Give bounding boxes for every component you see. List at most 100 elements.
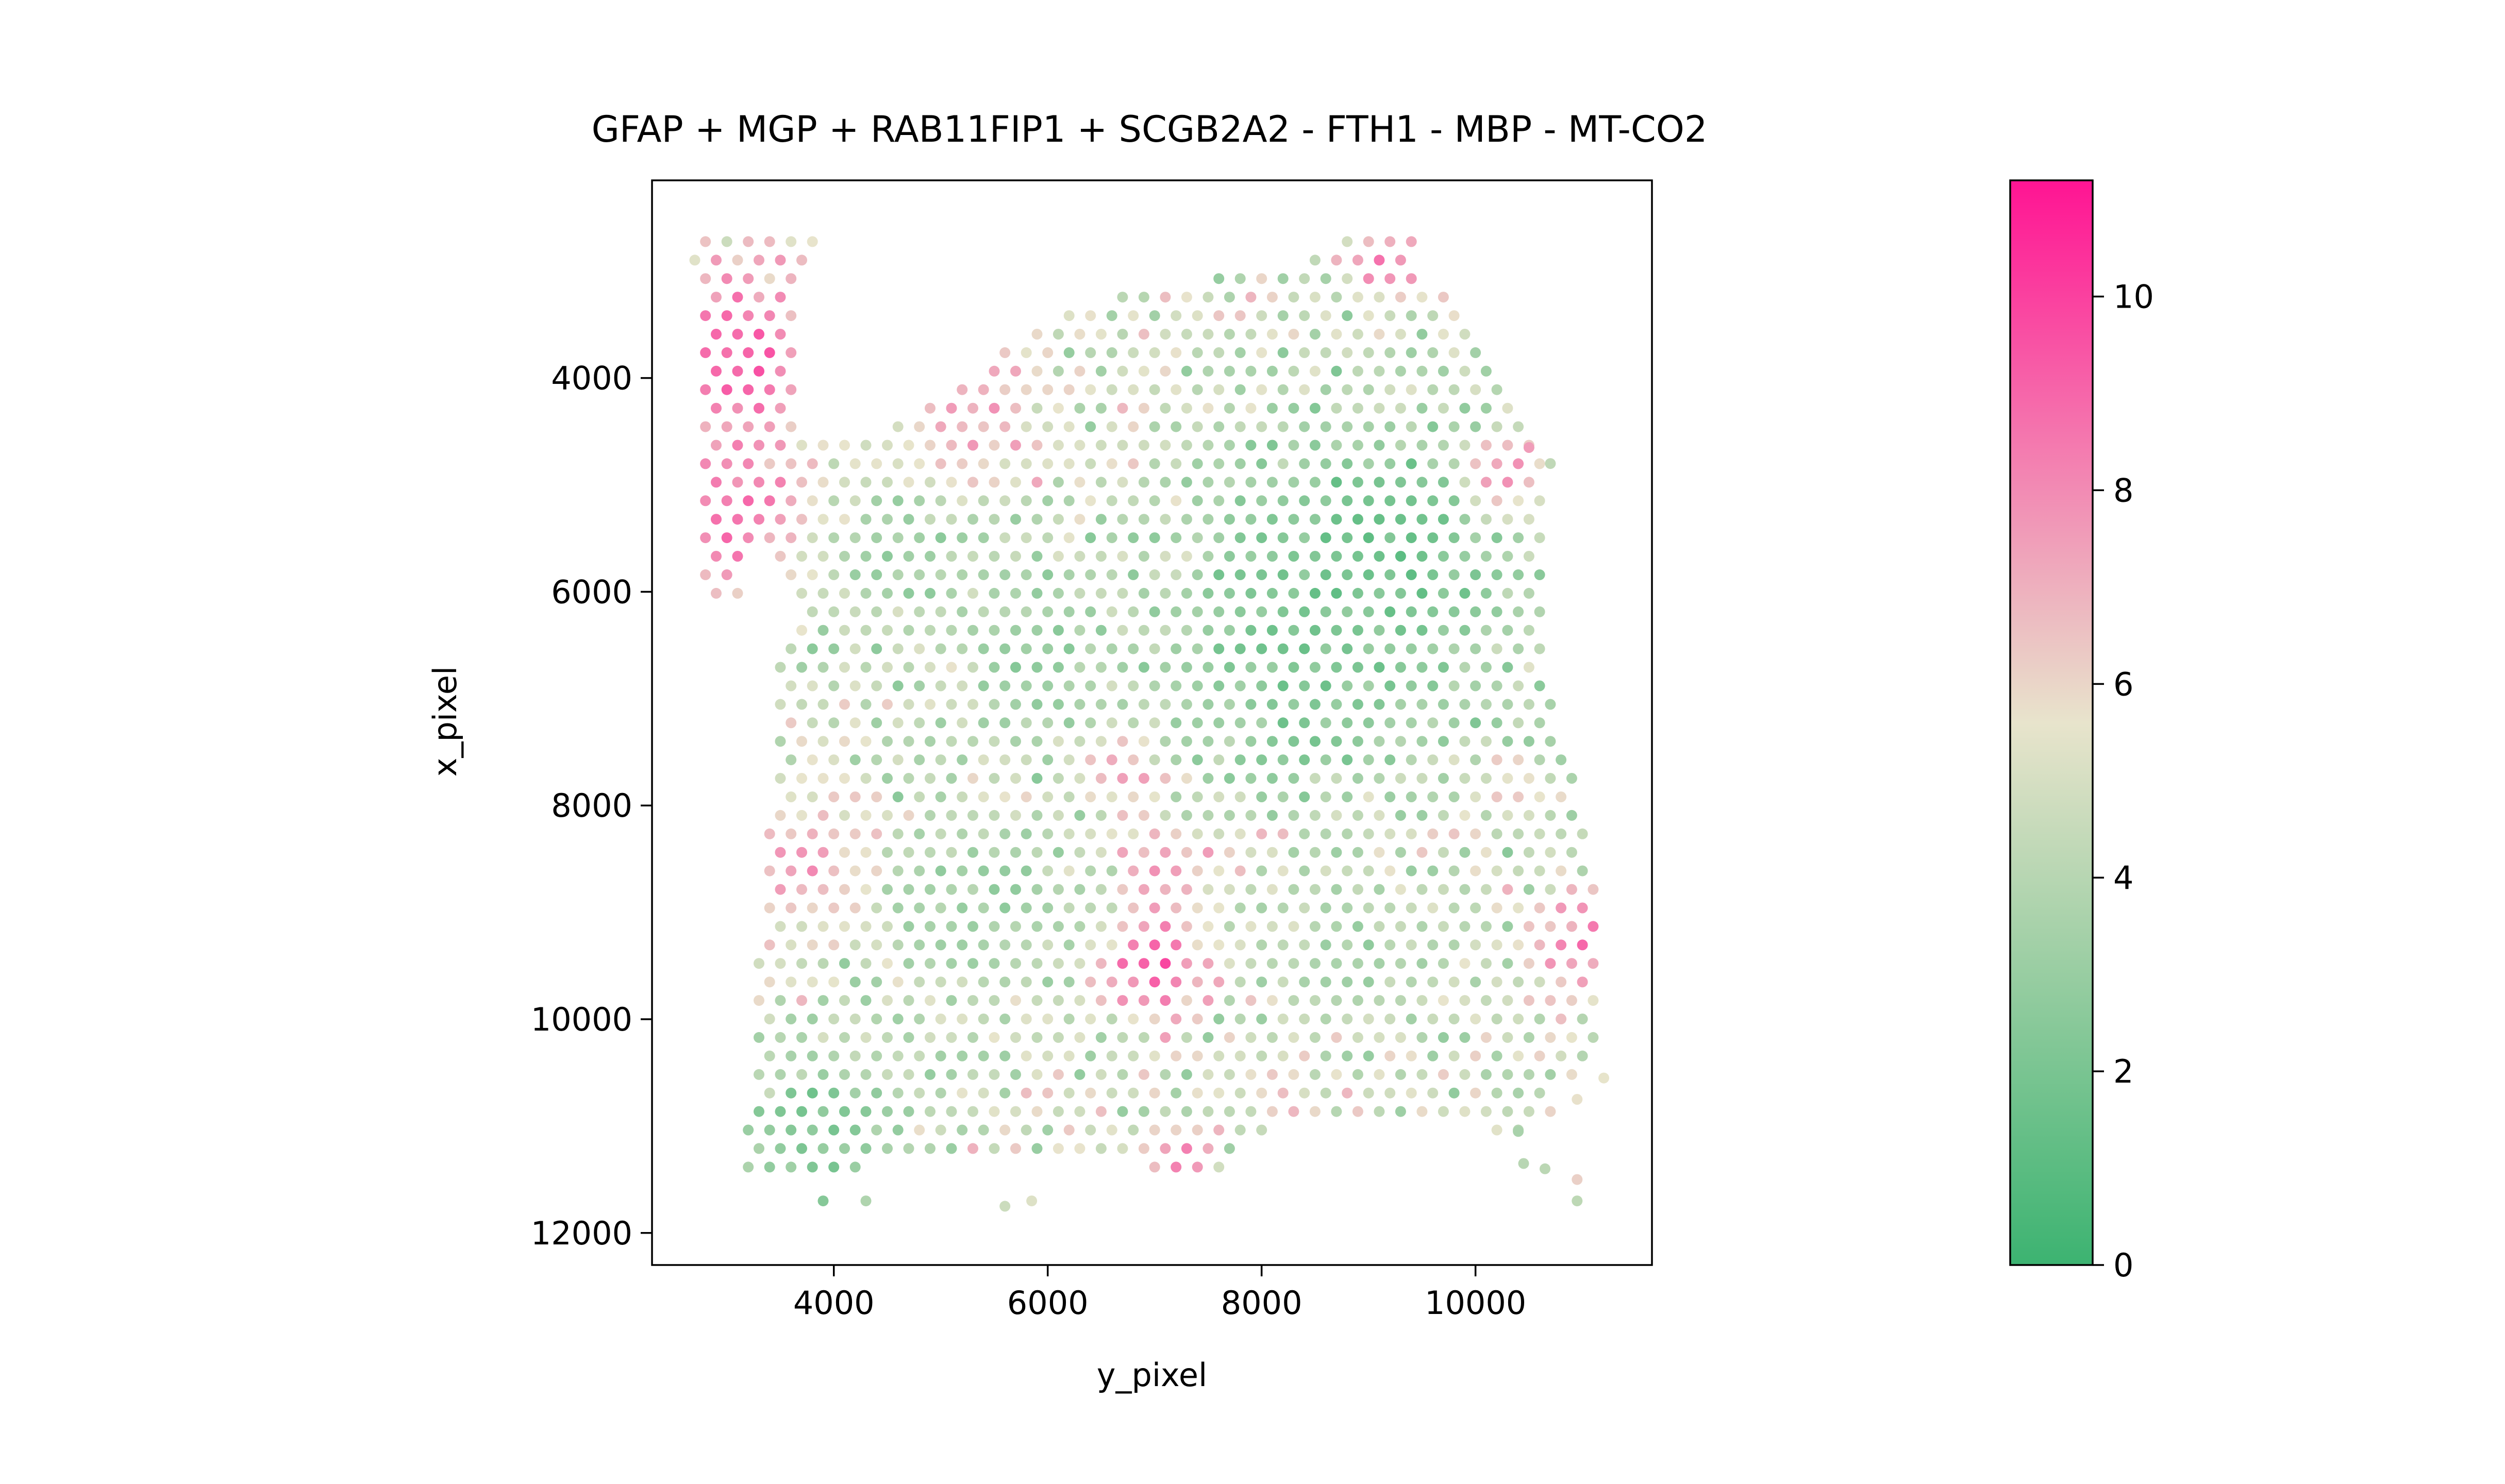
- spot-point: [1363, 458, 1374, 469]
- plot-frame: [651, 179, 1653, 1266]
- spot-point: [1277, 495, 1289, 507]
- spot-point: [935, 717, 946, 729]
- spot-point: [1095, 810, 1107, 821]
- spot-point: [860, 773, 872, 784]
- spot-point: [1480, 1106, 1492, 1117]
- spot-point: [1342, 236, 1353, 247]
- spot-point: [978, 865, 989, 876]
- spot-point: [1095, 329, 1107, 340]
- spot-point: [957, 643, 968, 654]
- spot-point: [700, 532, 711, 544]
- spot-point: [1074, 736, 1086, 747]
- spot-point: [1138, 699, 1149, 710]
- spot-point: [925, 736, 936, 747]
- spot-point: [1074, 773, 1086, 784]
- spot-point: [1085, 458, 1096, 469]
- spot-point: [1534, 495, 1545, 507]
- spot-point: [1470, 902, 1481, 914]
- spot-point: [935, 606, 946, 617]
- spot-point: [1181, 477, 1192, 488]
- spot-point: [1203, 847, 1214, 858]
- spot-point: [1459, 736, 1471, 747]
- spot-point: [989, 551, 1000, 562]
- spot-point: [1384, 236, 1396, 247]
- spot-point: [807, 569, 818, 580]
- spot-point: [1406, 902, 1417, 914]
- spot-point: [1331, 255, 1342, 266]
- spot-point: [1245, 662, 1257, 673]
- spot-point: [1213, 680, 1225, 692]
- spot-point: [1053, 699, 1064, 710]
- spot-point: [711, 292, 722, 303]
- spot-point: [1128, 791, 1139, 802]
- spot-point: [1513, 606, 1524, 617]
- spot-point: [957, 1087, 968, 1099]
- spot-point: [871, 1014, 882, 1024]
- spot-point: [828, 717, 840, 729]
- y-axis-label: x_pixel: [426, 666, 464, 777]
- spot-point: [1480, 625, 1492, 636]
- spot-point: [1021, 458, 1032, 469]
- spot-point: [1299, 606, 1310, 617]
- spot-point: [1438, 365, 1449, 377]
- spot-point: [1149, 717, 1160, 729]
- spot-point: [1288, 847, 1299, 858]
- spot-point: [807, 606, 818, 617]
- spot-point: [775, 551, 786, 562]
- spot-point: [828, 902, 840, 914]
- spot-point: [817, 995, 829, 1006]
- spot-point: [1128, 680, 1139, 692]
- spot-point: [914, 902, 925, 914]
- spot-point: [1299, 1087, 1310, 1099]
- spot-point: [1234, 828, 1246, 839]
- spot-point: [1224, 995, 1235, 1006]
- spot-point: [1224, 884, 1235, 895]
- spot-point: [1374, 958, 1385, 969]
- spot-point: [1053, 551, 1064, 562]
- spot-point: [1234, 273, 1246, 284]
- spot-point: [860, 1069, 872, 1080]
- spot-point: [1416, 514, 1428, 525]
- spot-point: [1138, 921, 1149, 932]
- spot-point: [1374, 847, 1385, 858]
- spot-point: [1523, 1069, 1534, 1080]
- spot-point: [700, 421, 711, 432]
- spot-point: [903, 810, 914, 821]
- spot-point: [1363, 680, 1374, 692]
- spot-point: [1416, 995, 1428, 1006]
- x-tick-label: 4000: [793, 1284, 875, 1322]
- spot-point: [775, 514, 786, 525]
- spot-point: [1149, 976, 1160, 988]
- spot-point: [754, 958, 764, 969]
- spot-point: [946, 958, 957, 969]
- spot-point: [1213, 828, 1225, 839]
- spot-point: [1224, 440, 1235, 451]
- spot-point: [1117, 736, 1128, 747]
- spot-point: [1438, 514, 1449, 525]
- spot-point: [1149, 606, 1160, 617]
- spot-point: [1138, 810, 1149, 821]
- spot-point: [1288, 921, 1299, 932]
- spot-point: [796, 884, 807, 895]
- spot-point: [903, 921, 914, 932]
- spot-point: [1063, 606, 1075, 617]
- spot-point: [1171, 976, 1182, 988]
- spot-point: [1545, 995, 1556, 1006]
- spot-point: [1266, 884, 1278, 895]
- spot-point: [1299, 828, 1310, 839]
- spot-point: [796, 514, 807, 525]
- spot-point: [1138, 662, 1149, 673]
- spot-point: [1171, 1124, 1182, 1136]
- spot-point: [775, 440, 786, 451]
- spot-point: [946, 440, 957, 451]
- spot-point: [914, 643, 925, 654]
- spot-point: [999, 1014, 1011, 1024]
- spot-point: [1288, 587, 1299, 599]
- spot-point: [1448, 532, 1460, 544]
- spot-point: [1448, 310, 1460, 322]
- spot-point: [935, 865, 946, 876]
- spot-point: [1491, 569, 1502, 580]
- spot-point: [1074, 402, 1086, 414]
- spot-point: [1266, 514, 1278, 525]
- spot-point: [999, 1050, 1011, 1061]
